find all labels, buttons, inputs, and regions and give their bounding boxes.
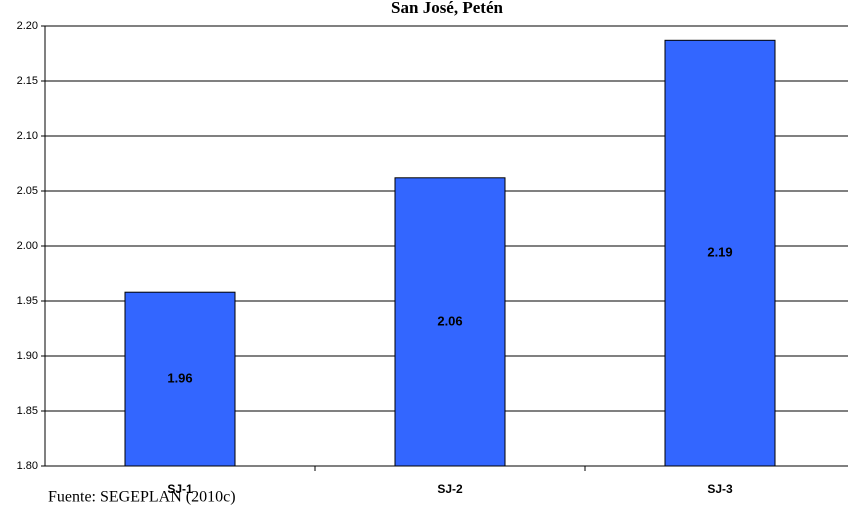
y-tick-label: 1.80 — [17, 460, 38, 472]
value-label: 2.19 — [707, 245, 732, 260]
y-tick-label: 2.10 — [17, 130, 38, 142]
value-label: 1.96 — [167, 371, 192, 386]
x-tick-label: SJ-3 — [707, 482, 733, 496]
y-tick-label: 1.95 — [17, 295, 38, 307]
y-tick-label: 1.85 — [17, 405, 38, 417]
y-tick-label: 2.20 — [17, 20, 38, 32]
y-tick-label: 2.00 — [17, 240, 38, 252]
y-tick-label: 2.05 — [17, 185, 38, 197]
x-tick-label: SJ-2 — [437, 482, 463, 496]
source-note: Fuente: SEGEPLAN (2010c) — [48, 489, 236, 506]
x-tick-label: SJ-1 — [167, 482, 193, 496]
y-tick-label: 1.90 — [17, 350, 38, 362]
bar — [664, 39, 776, 467]
y-tick-label: 2.15 — [17, 75, 38, 87]
value-label: 2.06 — [437, 313, 462, 328]
bar — [124, 291, 236, 467]
bar — [394, 177, 506, 467]
chart-title: San José, Petén — [391, 0, 503, 17]
